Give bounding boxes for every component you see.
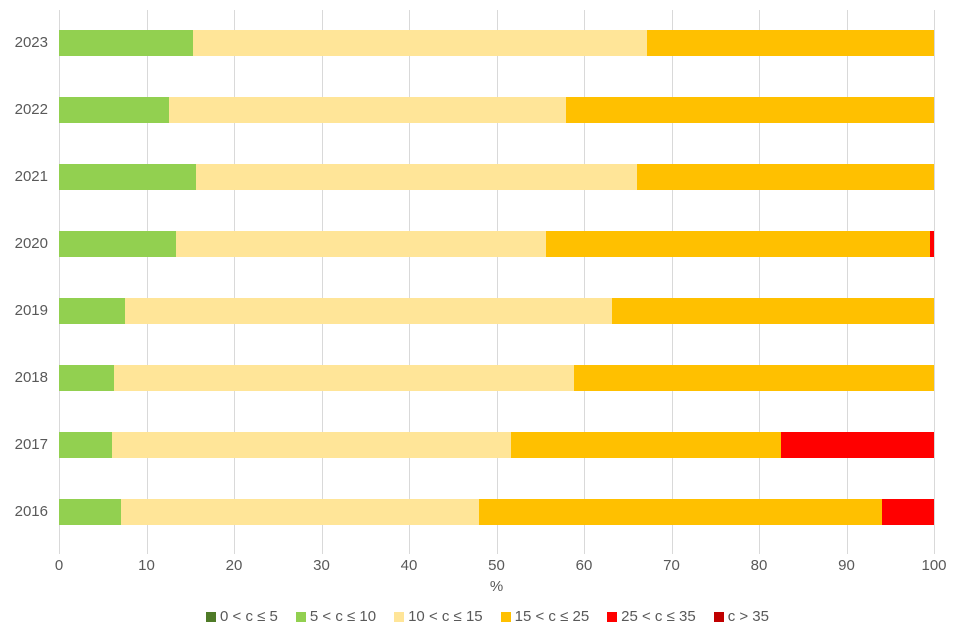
bar-segment xyxy=(510,431,781,458)
bar-segment xyxy=(647,30,934,57)
bar-segment xyxy=(882,498,934,525)
legend-swatch xyxy=(295,611,306,622)
gridline xyxy=(409,10,410,545)
bar-row xyxy=(59,498,934,525)
gridline xyxy=(321,10,323,545)
axis-tick xyxy=(234,545,235,554)
bar-segment xyxy=(929,231,934,258)
gridline xyxy=(934,10,935,545)
y-axis-label: 2016 xyxy=(14,502,48,520)
legend-swatch xyxy=(500,611,511,622)
legend-swatch xyxy=(206,611,217,622)
legend-label: 10 < c ≤ 15 xyxy=(408,608,483,625)
legend-item: 25 < c ≤ 35 xyxy=(607,608,696,625)
y-axis-label: 2020 xyxy=(14,235,48,253)
axis-tick xyxy=(321,545,323,554)
bar-segment xyxy=(121,498,479,525)
bar-segment xyxy=(59,431,113,458)
axis-tick xyxy=(934,545,935,554)
legend-item: 5 < c ≤ 10 xyxy=(295,608,377,625)
x-tick-label: 40 xyxy=(400,557,418,574)
gridline xyxy=(496,10,498,545)
y-axis-label: 2017 xyxy=(14,435,48,453)
x-tick-label: 20 xyxy=(225,557,243,574)
gridline xyxy=(584,10,585,545)
plot-area xyxy=(59,10,935,545)
bar-segment xyxy=(479,498,883,525)
x-tick-label: 90 xyxy=(838,557,855,574)
axis-tick xyxy=(671,545,673,554)
axis-tick xyxy=(759,545,760,554)
bar-segment xyxy=(573,364,934,391)
bar-row xyxy=(59,364,934,391)
bar-segment xyxy=(59,30,193,57)
bar-row xyxy=(59,30,934,57)
x-tick-label: 10 xyxy=(138,557,155,574)
gridline xyxy=(671,10,673,545)
legend-label: 5 < c ≤ 10 xyxy=(309,608,377,625)
bar-segment xyxy=(169,97,566,124)
legend-label: 25 < c ≤ 35 xyxy=(621,608,696,625)
x-tick-label: 50 xyxy=(488,557,505,574)
bar-segment xyxy=(565,97,934,124)
x-tick-label: 80 xyxy=(750,557,768,574)
legend: 0 < c ≤ 5 5 < c ≤ 10 10 < c ≤ 15 15 < c ≤ 2… xyxy=(0,608,975,625)
legend-item: c > 35 xyxy=(713,608,769,625)
bar-segment xyxy=(637,164,934,191)
bar-segment xyxy=(780,431,934,458)
bar-segment xyxy=(124,297,612,324)
y-axis-label: 2021 xyxy=(14,168,48,186)
axis-tick xyxy=(584,545,585,554)
legend-swatch xyxy=(607,611,618,622)
legend-swatch xyxy=(713,611,724,622)
gridline xyxy=(146,10,148,545)
gridline xyxy=(846,10,848,545)
legend-item: 0 < c ≤ 5 xyxy=(206,608,278,625)
bar-segment xyxy=(112,431,511,458)
x-tick-label: 100 xyxy=(921,557,947,574)
bar-segment xyxy=(114,364,574,391)
bar-row xyxy=(59,231,934,258)
x-tick-label: 0 xyxy=(54,557,64,574)
x-tick-label: 70 xyxy=(663,557,680,574)
bar-segment xyxy=(59,498,122,525)
x-tick-label: 30 xyxy=(313,557,330,574)
bar-segment xyxy=(176,231,546,258)
axis-tick xyxy=(409,545,410,554)
bar-row xyxy=(59,431,934,458)
y-axis-label: 2019 xyxy=(14,301,48,319)
bar-segment xyxy=(612,297,934,324)
bar-segment xyxy=(196,164,638,191)
axis-tick xyxy=(146,545,148,554)
bar-row xyxy=(59,97,934,124)
bar-segment xyxy=(545,231,930,258)
legend-item: 15 < c ≤ 25 xyxy=(500,608,590,625)
bar-segment xyxy=(59,297,125,324)
legend-label: 0 < c ≤ 5 xyxy=(220,608,278,625)
x-tick-label: 60 xyxy=(575,557,593,574)
y-axis-label: 2023 xyxy=(14,34,48,52)
bar-segment xyxy=(59,97,170,124)
legend-item: 10 < c ≤ 15 xyxy=(394,608,483,625)
bar-row xyxy=(59,297,934,324)
legend-swatch xyxy=(394,611,405,622)
bar-segment xyxy=(59,164,197,191)
gridline xyxy=(234,10,235,545)
bar-row xyxy=(59,164,934,191)
y-axis-label: 2022 xyxy=(14,101,48,119)
legend-label: 15 < c ≤ 25 xyxy=(514,608,590,625)
gridline xyxy=(759,10,760,545)
gridline xyxy=(59,10,60,545)
bar-segment xyxy=(192,30,647,57)
axis-tick xyxy=(846,545,848,554)
y-axis-label: 2018 xyxy=(14,368,48,386)
bar-segment xyxy=(59,364,115,391)
legend-label: c > 35 xyxy=(727,608,769,625)
axis-tick xyxy=(496,545,498,554)
bar-segment xyxy=(59,231,177,258)
x-axis-title: % xyxy=(489,578,504,595)
axis-tick xyxy=(59,545,60,554)
